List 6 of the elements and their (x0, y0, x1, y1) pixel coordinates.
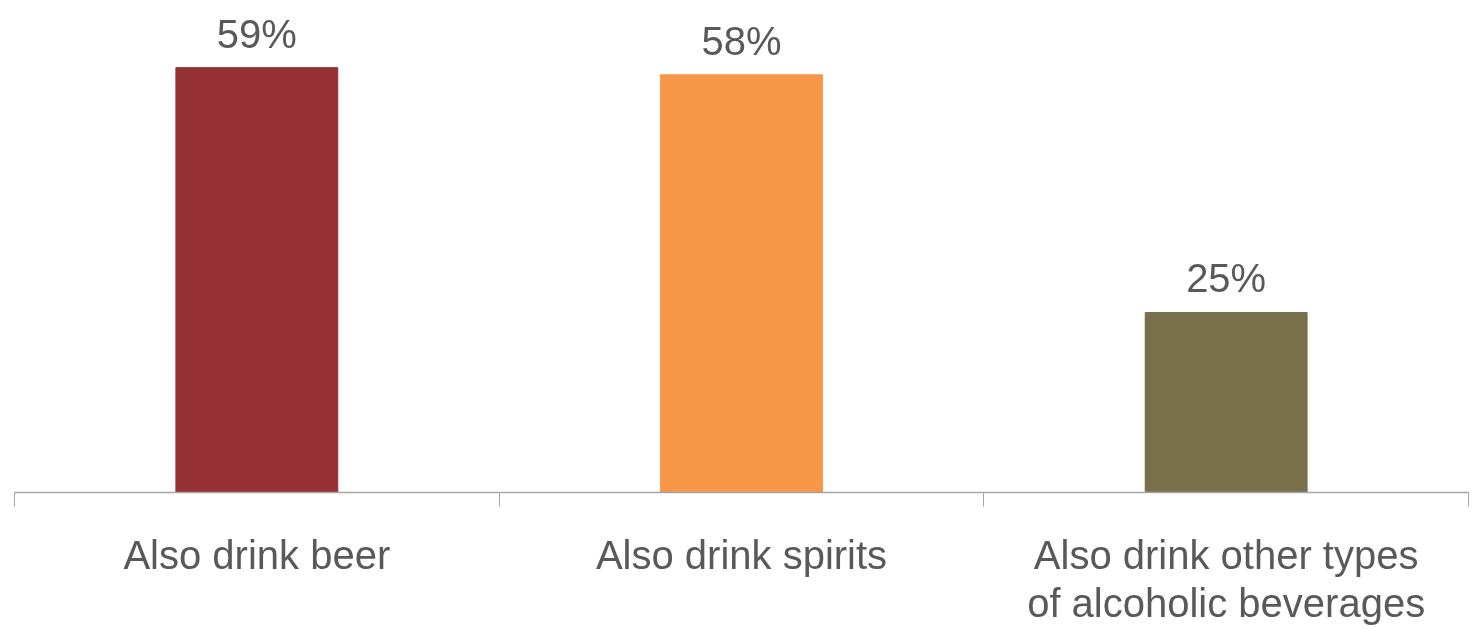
data-label: 59% (216, 11, 297, 56)
x-tick-label: Also drink spirits (595, 532, 888, 577)
x-tick-label: Also drink beer (123, 532, 391, 577)
data-label: 58% (701, 18, 782, 63)
data-label: 25% (1186, 256, 1267, 301)
x-tick-label: Also drink other types of alcoholic beverages (1027, 532, 1426, 625)
